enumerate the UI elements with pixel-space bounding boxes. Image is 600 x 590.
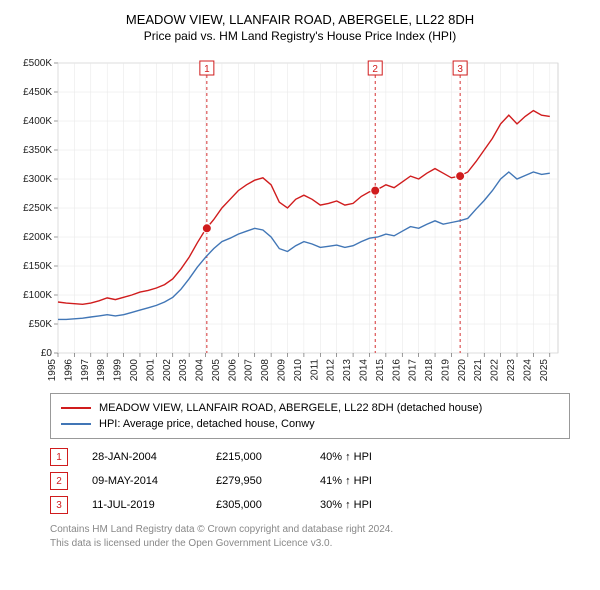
- marker-pct: 40% ↑ HPI: [320, 451, 372, 463]
- marker-price: £279,950: [216, 475, 296, 487]
- xlabel: 2010: [293, 359, 304, 382]
- ylabel: £50K: [29, 319, 53, 330]
- marker-table-badge: 2: [50, 472, 68, 490]
- chart-svg: £0 £50K £100K £150K £200K £250K £300K £350K £400…: [10, 53, 570, 383]
- legend-box: MEADOW VIEW, LLANFAIR ROAD, ABERGELE, LL…: [50, 393, 570, 439]
- chart-subtitle: Price paid vs. HM Land Registry's House …: [10, 29, 590, 43]
- ylabel: £250K: [23, 203, 52, 214]
- xlabel: 1998: [96, 359, 107, 382]
- ylabel: £150K: [23, 261, 52, 272]
- marker-price: £305,000: [216, 499, 296, 511]
- marker-table-row: 1 28-JAN-2004 £215,000 40% ↑ HPI: [50, 445, 570, 469]
- marker-date: 11-JUL-2019: [92, 499, 192, 511]
- legend-label: HPI: Average price, detached house, Conw…: [99, 418, 315, 430]
- xlabel: 2004: [195, 359, 206, 382]
- xlabel: 2000: [129, 359, 140, 382]
- xlabel: 2003: [178, 359, 189, 382]
- ylabel: £500K: [23, 58, 52, 69]
- ylabel: £300K: [23, 174, 52, 185]
- xlabel: 2016: [391, 359, 402, 382]
- ylabel: £100K: [23, 290, 52, 301]
- chart-area: £0 £50K £100K £150K £200K £250K £300K £350K £400…: [10, 53, 590, 383]
- xlabel: 2005: [211, 359, 222, 382]
- chart-title: MEADOW VIEW, LLANFAIR ROAD, ABERGELE, LL…: [10, 12, 590, 27]
- ylabel: £0: [41, 348, 53, 359]
- xlabel: 2012: [326, 359, 337, 382]
- xlabel: 1995: [47, 359, 58, 382]
- xlabel: 2015: [375, 359, 386, 382]
- marker-date: 09-MAY-2014: [92, 475, 192, 487]
- attribution-line2: This data is licensed under the Open Gov…: [50, 537, 570, 551]
- xlabel: 2019: [440, 359, 451, 382]
- marker-badge-num: 2: [372, 64, 378, 75]
- marker-pct: 30% ↑ HPI: [320, 499, 372, 511]
- xlabel: 2021: [473, 359, 484, 382]
- marker-badge-num: 3: [457, 64, 463, 75]
- legend-label: MEADOW VIEW, LLANFAIR ROAD, ABERGELE, LL…: [99, 402, 482, 414]
- xlabel: 2020: [457, 359, 468, 382]
- marker-price: £215,000: [216, 451, 296, 463]
- xlabel: 2024: [522, 359, 533, 382]
- xlabel: 2022: [490, 359, 501, 382]
- xlabel: 2023: [506, 359, 517, 382]
- xlabel: 2014: [358, 359, 369, 382]
- legend-row: MEADOW VIEW, LLANFAIR ROAD, ABERGELE, LL…: [61, 400, 559, 416]
- xlabel: 2002: [162, 359, 173, 382]
- xlabel: 2013: [342, 359, 353, 382]
- xlabel: 2025: [539, 359, 550, 382]
- xlabel: 2001: [145, 359, 156, 382]
- legend-swatch: [61, 407, 91, 409]
- marker-table-row: 2 09-MAY-2014 £279,950 41% ↑ HPI: [50, 469, 570, 493]
- marker-dot: [456, 172, 465, 181]
- marker-table-badge: 3: [50, 496, 68, 514]
- marker-date: 28-JAN-2004: [92, 451, 192, 463]
- xlabel: 2008: [260, 359, 271, 382]
- xlabel: 1999: [113, 359, 124, 382]
- marker-pct: 41% ↑ HPI: [320, 475, 372, 487]
- ylabel: £400K: [23, 116, 52, 127]
- xlabel: 2017: [408, 359, 419, 382]
- marker-table-row: 3 11-JUL-2019 £305,000 30% ↑ HPI: [50, 493, 570, 517]
- ylabel: £350K: [23, 145, 52, 156]
- marker-badge-num: 1: [204, 64, 210, 75]
- xlabel: 2009: [277, 359, 288, 382]
- xlabel: 2006: [227, 359, 238, 382]
- xlabel: 2018: [424, 359, 435, 382]
- xlabel: 1996: [63, 359, 74, 382]
- marker-table-badge: 1: [50, 448, 68, 466]
- attribution-line1: Contains HM Land Registry data © Crown c…: [50, 523, 570, 537]
- ylabel: £450K: [23, 87, 52, 98]
- xlabel: 1997: [80, 359, 91, 382]
- marker-dot: [202, 224, 211, 233]
- xlabel: 2011: [309, 359, 320, 381]
- marker-table: 1 28-JAN-2004 £215,000 40% ↑ HPI 2 09-MAY-201…: [50, 445, 570, 517]
- attribution: Contains HM Land Registry data © Crown c…: [50, 523, 570, 551]
- legend-swatch: [61, 423, 91, 425]
- xlabel: 2007: [244, 359, 255, 382]
- legend-row: HPI: Average price, detached house, Conw…: [61, 416, 559, 432]
- ylabel: £200K: [23, 232, 52, 243]
- marker-dot: [371, 186, 380, 195]
